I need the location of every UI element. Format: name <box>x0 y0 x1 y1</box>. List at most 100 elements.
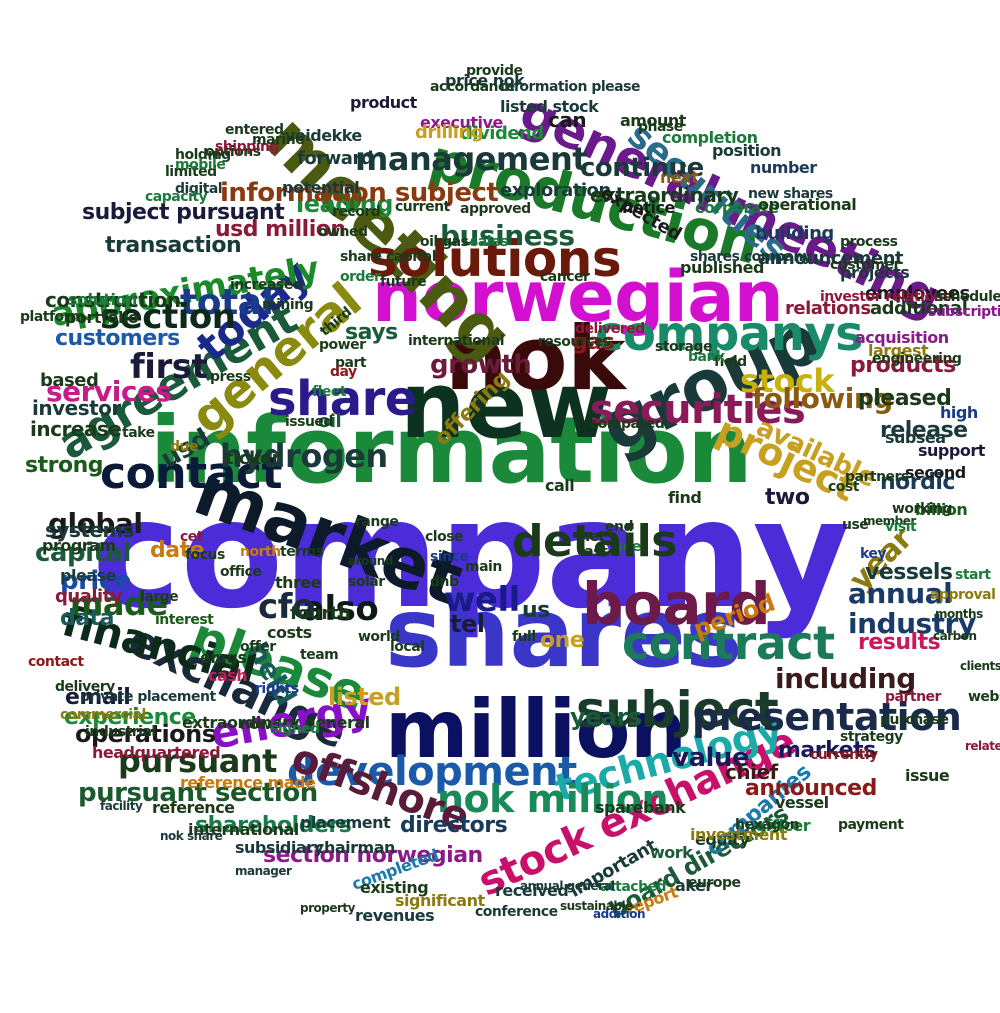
word-155: conference <box>475 904 558 920</box>
word-272: call <box>545 476 575 495</box>
word-84: information subject <box>220 178 499 208</box>
word-24: contract <box>622 616 835 670</box>
word-8: board <box>582 570 771 638</box>
word-131: subsea <box>885 428 946 447</box>
word-39: services <box>46 375 172 408</box>
word-127: relations <box>785 298 871 319</box>
word-36: total <box>180 282 274 323</box>
word-232: international <box>408 333 505 349</box>
word-239: press <box>210 369 251 385</box>
word-1: information <box>150 397 753 504</box>
word-67: directors <box>400 813 508 838</box>
word-207: currently <box>810 747 878 763</box>
word-2: shares <box>385 577 742 689</box>
word-122: building <box>755 223 834 244</box>
word-275: last <box>580 544 608 560</box>
word-211: attached <box>600 879 667 895</box>
word-134: billion <box>915 500 968 519</box>
word-174: digital <box>175 181 223 197</box>
word-152: existing <box>360 878 429 897</box>
word-182: capacity <box>145 189 208 205</box>
word-226: record <box>332 204 381 220</box>
word-78: products <box>850 353 956 378</box>
word-251: three <box>275 573 322 592</box>
word-109: drilling <box>415 122 484 143</box>
word-241: power <box>319 337 366 353</box>
word-71: announced <box>745 776 877 801</box>
word-193: new shares <box>748 186 833 202</box>
word-185: listed stock <box>500 97 599 116</box>
word-209: hexagon <box>735 817 800 833</box>
word-244: day <box>330 364 357 380</box>
word-253: costs <box>267 623 312 642</box>
word-221: sales <box>470 234 508 250</box>
word-133: second <box>905 463 966 482</box>
word-206: strategy <box>840 729 903 745</box>
word-30: presentation <box>692 695 962 739</box>
word-55: annual <box>848 577 953 610</box>
word-157: manager <box>235 864 292 878</box>
word-143: work <box>650 843 693 862</box>
word-118: next <box>660 168 699 187</box>
word-13: solutions <box>368 230 622 288</box>
word-203: approval <box>930 587 996 603</box>
word-5: nok <box>445 307 626 410</box>
word-121: corporate <box>695 198 779 217</box>
word-87: transaction <box>105 233 242 258</box>
word-274: end <box>605 519 633 535</box>
word-227: current <box>395 199 450 215</box>
word-188: amount <box>620 111 686 130</box>
word-73: results <box>858 630 941 655</box>
word-137: officer <box>755 816 811 835</box>
word-128: acquisition <box>855 328 949 347</box>
word-160: reference made <box>180 773 316 792</box>
word-230: delivered <box>575 321 645 337</box>
word-25: subject <box>576 681 779 739</box>
word-66: shareholders <box>195 813 352 838</box>
word-265: range <box>355 514 399 530</box>
word-213: annual general <box>520 879 615 893</box>
word-268: close <box>425 529 464 545</box>
word-178: mobile <box>175 157 226 173</box>
word-189: phase <box>638 119 683 135</box>
word-72: chief <box>725 760 778 784</box>
word-187: accordance <box>430 79 515 95</box>
word-64: pursuant section <box>78 778 318 808</box>
word-123: announcement <box>758 248 904 269</box>
word-169: program <box>42 536 116 555</box>
word-138: equity <box>695 830 750 849</box>
word-48: one <box>540 628 585 653</box>
word-107: dividend <box>460 123 544 144</box>
word-223: future <box>380 274 427 290</box>
word-90: based <box>40 370 99 391</box>
word-255: cash <box>208 666 248 685</box>
word-126: additional <box>870 298 968 319</box>
word-140: sparebank <box>595 798 686 817</box>
word-224: owned <box>318 224 368 240</box>
word-170: portfolio <box>65 308 139 327</box>
word-56: industry <box>848 607 976 640</box>
word-269: dnb <box>430 574 459 590</box>
word-158: nok share <box>160 829 223 843</box>
word-201: working <box>892 501 953 517</box>
word-190: completion <box>662 128 758 147</box>
word-76: release <box>880 418 968 443</box>
word-264: solar <box>348 574 385 590</box>
word-144: aker <box>675 876 713 895</box>
word-171: solution <box>68 290 137 309</box>
word-148: subsidiary <box>235 838 324 857</box>
word-147: international <box>188 820 299 839</box>
word-46: well <box>444 580 520 620</box>
word-100: systems <box>45 518 135 542</box>
word-120: number <box>750 158 817 177</box>
word-50: growth <box>430 350 532 380</box>
word-168: quality <box>55 586 123 607</box>
word-218: shares company <box>690 249 812 265</box>
word-191: information please <box>500 79 640 95</box>
word-199: engineering <box>872 351 962 367</box>
word-75: nordic <box>880 470 955 495</box>
word-93: strong <box>25 453 104 478</box>
word-204: partner <box>885 689 941 705</box>
word-113: product <box>350 93 417 112</box>
word-279: use <box>842 517 869 533</box>
